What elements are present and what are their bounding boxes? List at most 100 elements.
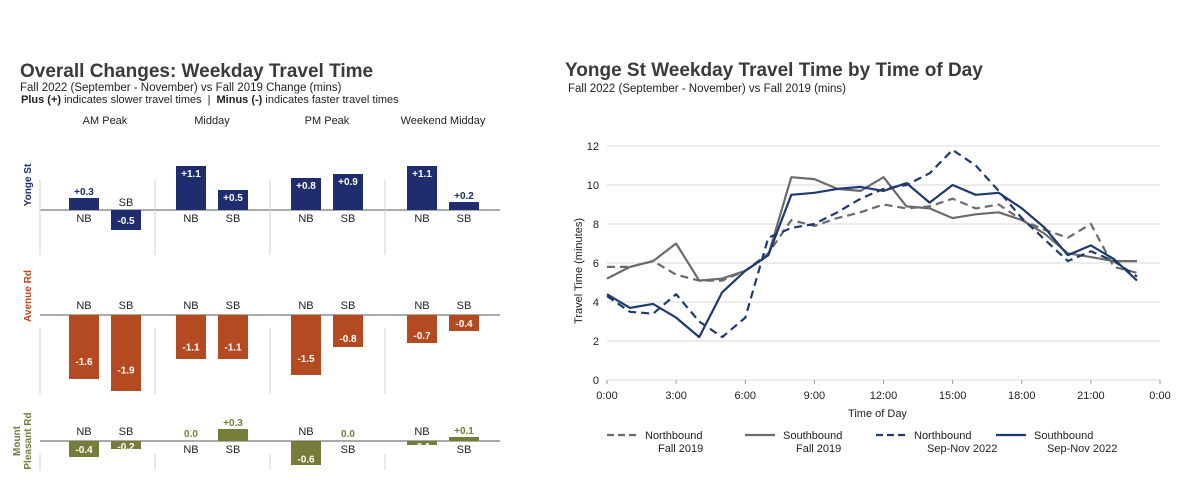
bar-value-label-2-2-1: 0.0 [341, 429, 355, 440]
bar-value-label-0-0-1: -0.5 [117, 216, 135, 227]
bar-1-3-0 [407, 315, 437, 343]
bar-1-3-1 [449, 315, 479, 331]
bar-value-label-1-3-1: -0.4 [455, 319, 473, 330]
bar-0-3-0 [407, 166, 437, 210]
bar-value-label-0-2-0: +0.8 [296, 181, 316, 192]
bar-value-label-1-3-0: -0.7 [413, 331, 431, 342]
bar-value-label-0-1-1: +0.5 [223, 193, 243, 204]
bar-0-1-1 [218, 190, 248, 210]
direction-label-2-0-0: NB [76, 426, 91, 438]
note-minus-bold: Minus (-) [217, 94, 263, 106]
direction-label-0-3-0: NB [414, 213, 429, 225]
x-tick-label-7: 21:00 [1077, 390, 1105, 402]
direction-label-0-0-1: SB [119, 197, 134, 209]
y-tick-label-5: 10 [587, 180, 599, 192]
legend-label-1-0: Southbound [783, 430, 842, 442]
bar-2-0-1 [111, 441, 141, 449]
left-note: Plus (+) indicates slower travel times | M… [21, 94, 399, 106]
period-header-2: PM Peak [305, 115, 350, 127]
x-tick-label-4: 12:00 [870, 390, 898, 402]
bar-value-label-2-0-0: -0.4 [75, 445, 93, 456]
note-plus-text: indicates slower travel times [61, 94, 202, 106]
line-chart-area: 0 2 4 6 8 10 12 0:00 3:00 6:00 9:00 12:00 15:00 18:00… [573, 141, 1171, 420]
legend-label-0-0: Northbound [645, 430, 703, 442]
legend-label-1-1: Fall 2019 [796, 443, 841, 455]
bar-1-2-1 [333, 315, 363, 347]
direction-label-0-0-0: NB [76, 213, 91, 225]
note-plus-bold: Plus (+) [21, 94, 61, 106]
direction-label-0-2-0: NB [298, 213, 313, 225]
direction-label-1-0-1: SB [119, 300, 134, 312]
direction-label-2-3-1: SB [457, 444, 472, 456]
direction-label-0-3-1: SB [457, 213, 472, 225]
direction-label-1-2-1: SB [341, 300, 356, 312]
y-tick-label-3: 6 [593, 258, 599, 270]
row-label-2-1: Pleasant Rd [23, 412, 34, 469]
bar-value-label-1-1-1: -1.1 [224, 343, 242, 354]
bar-value-label-1-1-0: -1.1 [182, 343, 200, 354]
direction-label-2-1-0: NB [183, 444, 198, 456]
bar-chart-area: AM Peak Midday PM Peak Weekend Midday Yonge … [12, 115, 500, 470]
series-line-0 [607, 197, 1138, 282]
series-line-2 [606, 148, 1138, 339]
bar-value-label-1-0-1: -1.9 [117, 366, 135, 377]
direction-label-2-2-0: NB [298, 426, 313, 438]
left-subtitle: Fall 2022 (September - November) vs Fall… [20, 82, 342, 94]
direction-label-1-2-0: NB [298, 300, 313, 312]
direction-label-0-1-0: NB [183, 213, 198, 225]
bar-1-0-1 [111, 315, 141, 391]
x-tick-label-1: 3:00 [665, 390, 686, 402]
bar-2-3-1 [449, 437, 479, 441]
note-minus-text: indicates faster travel times [262, 94, 399, 106]
direction-label-0-1-1: SB [226, 213, 241, 225]
direction-label-2-0-1: SB [119, 426, 134, 438]
y-tick-label-4: 8 [593, 219, 599, 231]
series-line-1 [606, 176, 1137, 282]
bar-value-label-0-1-0: +1.1 [181, 169, 201, 180]
direction-label-2-3-0: NB [414, 426, 429, 438]
note-sep: | [208, 94, 211, 106]
y-tick-label-6: 12 [587, 141, 599, 153]
direction-label-0-2-1: SB [341, 213, 356, 225]
bar-2-0-0 [69, 441, 99, 457]
legend-label-2-0: Northbound [914, 430, 972, 442]
row-label-group-2: Mount Pleasant Rd [12, 412, 34, 469]
direction-label-2-1-1: SB [226, 444, 241, 456]
x-tick-label-2: 6:00 [735, 390, 756, 402]
bar-1-0-0 [69, 315, 99, 379]
bar-value-label-2-2-0: -0.6 [297, 454, 315, 465]
y-tick-label-0: 0 [593, 375, 599, 387]
x-tick-label-3: 9:00 [804, 390, 825, 402]
legend-label-0-1: Fall 2019 [658, 443, 703, 455]
bar-2-2-0 [291, 441, 321, 465]
direction-label-2-2-1: SB [341, 444, 356, 456]
x-tick-label-6: 18:00 [1008, 390, 1036, 402]
bar-value-label-2-3-1: +0.1 [454, 426, 474, 437]
row-label-1: Avenue Rd [23, 270, 34, 322]
period-header-3: Weekend Midday [401, 115, 486, 127]
row-label-2-0: Mount [12, 425, 23, 456]
bar-0-0-0 [69, 198, 99, 210]
direction-label-1-1-0: NB [183, 300, 198, 312]
direction-label-1-1-1: SB [226, 300, 241, 312]
bar-1-1-1 [218, 315, 248, 359]
bar-value-label-0-3-0: +1.1 [412, 169, 432, 180]
y-axis-label: Travel Time (minutes) [573, 218, 585, 324]
bar-value-label-0-0-0: +0.3 [74, 187, 94, 198]
direction-label-1-0-0: NB [76, 300, 91, 312]
y-tick-label-2: 4 [593, 297, 599, 309]
series-line-3 [606, 182, 1138, 339]
bar-value-label-0-3-1: +0.2 [454, 191, 474, 202]
x-tick-label-5: 15:00 [939, 390, 967, 402]
bar-0-2-1 [333, 174, 363, 210]
bar-2-1-1 [218, 429, 248, 441]
bar-value-label-2-1-1: +0.3 [223, 418, 243, 429]
direction-label-1-3-1: SB [457, 300, 472, 312]
bar-value-label-2-3-0: -0.1 [413, 442, 431, 453]
bar-2-3-0 [407, 441, 437, 445]
bar-value-label-1-2-0: -1.5 [297, 354, 315, 365]
x-tick-label-8: 0:00 [1149, 390, 1170, 402]
bar-value-label-1-0-0: -1.6 [75, 357, 93, 368]
